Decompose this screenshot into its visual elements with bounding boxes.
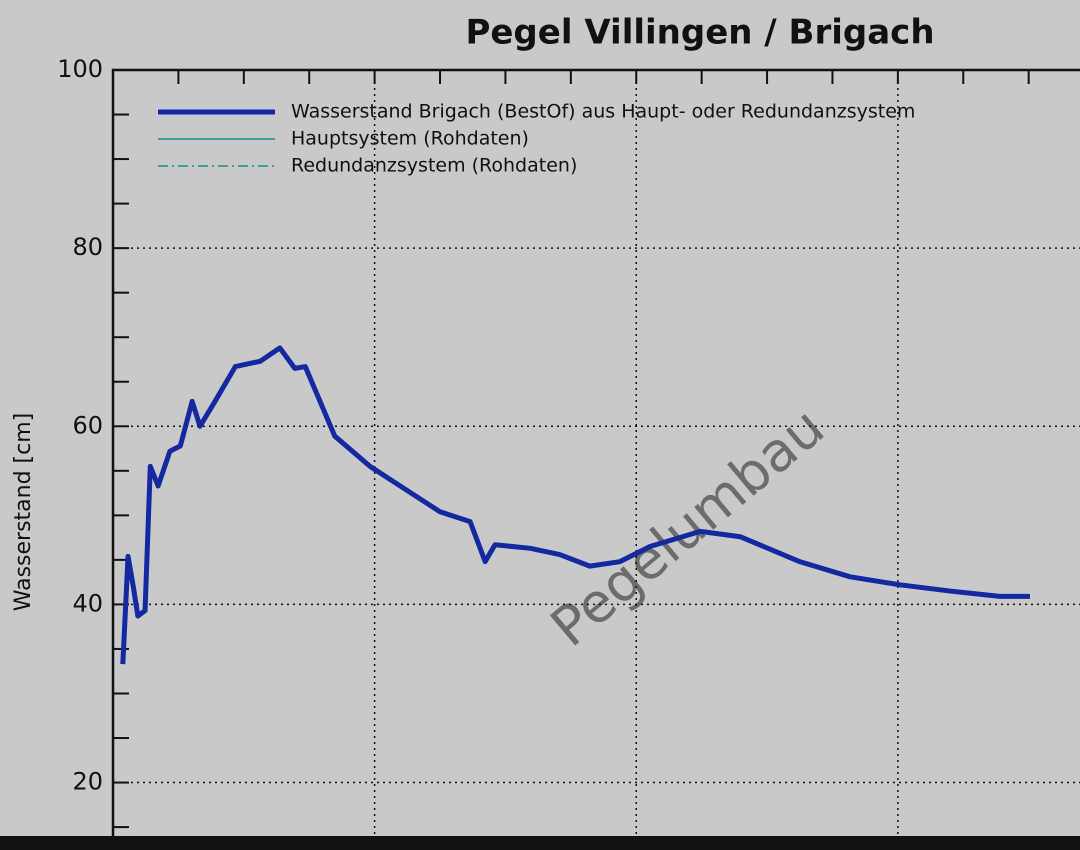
plot-frame: [111, 68, 1080, 836]
legend-label: Redundanzsystem (Rohdaten): [291, 155, 577, 177]
legend-label: Hauptsystem (Rohdaten): [291, 128, 529, 150]
y-tick-label: 80: [72, 233, 103, 261]
data-line: [120, 345, 1030, 665]
y-tick-label: 100: [57, 55, 103, 83]
legend-label: Wasserstand Brigach (BestOf) aus Haupt- …: [291, 101, 915, 123]
y-tick-label: 60: [72, 411, 103, 439]
chart-title: Pegel Villingen / Brigach: [465, 13, 934, 53]
y-tick-label: 40: [72, 589, 103, 617]
y-tick-label: 20: [72, 768, 103, 796]
y-axis-label: Wasserstand [cm]: [11, 413, 36, 612]
